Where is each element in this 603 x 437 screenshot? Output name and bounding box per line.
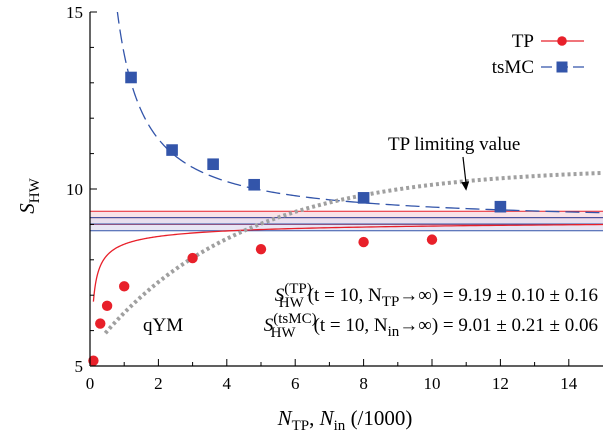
point-tp-7 [426, 234, 438, 245]
point-tp-6 [358, 236, 369, 248]
x-tick-label-6: 6 [291, 374, 300, 393]
x-tick-label-2: 2 [154, 374, 163, 393]
point-tsmc-2 [207, 158, 219, 171]
tick-labels: 0 2 4 6 8 10 12 14 5 10 15 [66, 3, 578, 393]
legend-label-tp: TP [512, 31, 534, 52]
result-annotations: S(TP) HW (t = 10, NTP→∞) = 9.19 ± 0.10 ± 0… [143, 281, 598, 341]
fit-curves [92, 12, 603, 335]
legend-marker-tp [557, 36, 567, 46]
axes [89, 11, 603, 367]
y-tick-label-5: 5 [75, 357, 84, 376]
point-tp-3 [119, 281, 130, 292]
tp-limit-arrow [462, 156, 467, 185]
point-tp-2 [101, 300, 113, 312]
tp-limit-annotation: TP limiting value [388, 134, 520, 191]
legend-marker-tsmc [556, 61, 568, 73]
x-tick-label-14: 14 [560, 374, 578, 393]
point-tp-5 [255, 243, 267, 255]
tp-limit-label: TP limiting value [388, 134, 520, 155]
fit-tp [92, 223, 603, 302]
legend-entry-tp: TP [512, 31, 584, 52]
point-tsmc-1 [166, 144, 178, 156]
point-tsmc-3 [248, 178, 260, 191]
x-axis-title: NTP, Nin (/1000) [277, 406, 413, 434]
result-tp: S(TP) HW (t = 10, NTP→∞) = 9.19 ± 0.10 ± 0… [275, 281, 598, 311]
point-tsmc-4 [357, 192, 370, 204]
error-bands [90, 210, 603, 232]
x-tick-label-4: 4 [223, 374, 232, 393]
x-tick-label-10: 10 [424, 374, 441, 393]
y-axis-title: SHW [15, 177, 43, 213]
x-tick-label-0: 0 [86, 374, 95, 393]
model-label: qYM [143, 315, 183, 336]
legend: TP tsMC [492, 31, 584, 78]
y-tick-label-10: 10 [66, 180, 83, 199]
point-tp-1 [95, 318, 106, 329]
x-tick-label-8: 8 [359, 374, 368, 393]
result-tsmc: S(tsMC) HW (t = 10, Nin→∞) = 9.01 ± 0.21 ±… [264, 311, 598, 341]
point-tsmc-5 [494, 200, 507, 213]
fit-tsmc [116, 12, 603, 214]
point-tp-0 [88, 355, 99, 366]
tp-limit-arrowhead [461, 181, 470, 191]
x-tick-label-12: 12 [492, 374, 509, 393]
legend-entry-tsmc: tsMC [492, 57, 584, 78]
point-tsmc-0 [125, 71, 137, 84]
y-tick-label-15: 15 [66, 3, 83, 22]
fit-tp-limiting-value [103, 170, 603, 335]
data-points [88, 71, 507, 366]
point-tp-4 [187, 252, 198, 264]
legend-label-tsmc: tsMC [492, 57, 534, 78]
